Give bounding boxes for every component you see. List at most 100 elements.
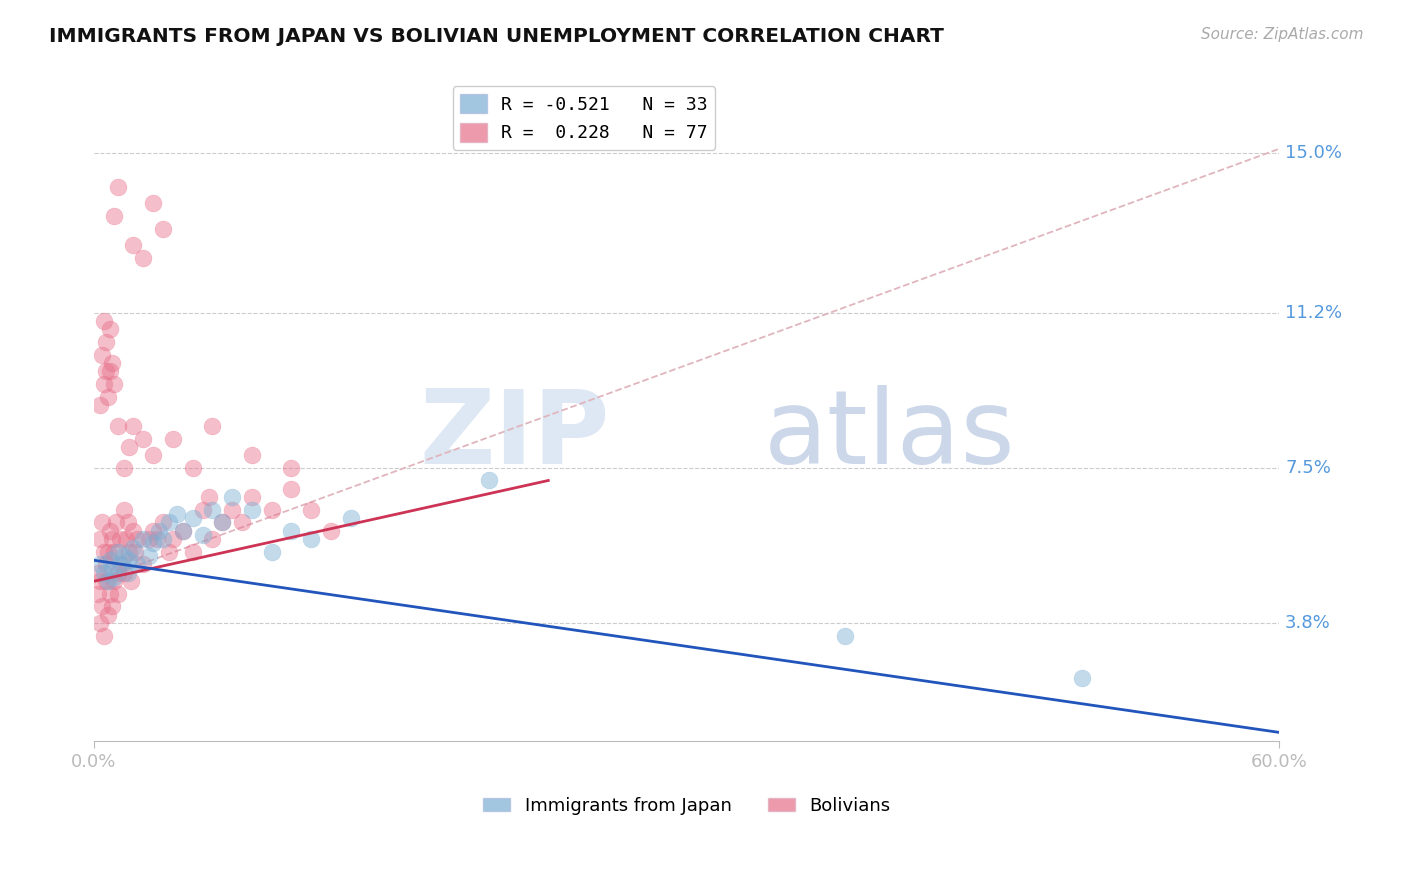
Point bbox=[87, 587, 110, 601]
Text: 11.2%: 11.2% bbox=[1285, 303, 1343, 321]
Point bbox=[152, 533, 174, 547]
Point bbox=[152, 516, 174, 530]
Point bbox=[98, 524, 121, 538]
Point bbox=[93, 376, 115, 391]
Point bbox=[162, 432, 184, 446]
Text: 15.0%: 15.0% bbox=[1285, 144, 1343, 162]
Point bbox=[89, 558, 111, 572]
Legend: Immigrants from Japan, Bolivians: Immigrants from Japan, Bolivians bbox=[475, 789, 897, 822]
Point bbox=[138, 549, 160, 563]
Point bbox=[108, 533, 131, 547]
Point bbox=[211, 516, 233, 530]
Point bbox=[260, 503, 283, 517]
Point bbox=[181, 461, 204, 475]
Point bbox=[191, 528, 214, 542]
Point bbox=[191, 503, 214, 517]
Point bbox=[122, 541, 145, 555]
Point bbox=[97, 390, 120, 404]
Point bbox=[127, 558, 149, 572]
Point bbox=[260, 545, 283, 559]
Point bbox=[132, 558, 155, 572]
Point bbox=[162, 533, 184, 547]
Point bbox=[90, 599, 112, 614]
Point bbox=[1070, 671, 1092, 685]
Point bbox=[90, 516, 112, 530]
Point bbox=[93, 314, 115, 328]
Point bbox=[112, 549, 135, 563]
Point bbox=[478, 474, 501, 488]
Point bbox=[157, 516, 180, 530]
Point bbox=[89, 574, 111, 589]
Point bbox=[172, 524, 194, 538]
Point bbox=[108, 558, 131, 572]
Point bbox=[231, 516, 253, 530]
Point bbox=[94, 574, 117, 589]
Text: IMMIGRANTS FROM JAPAN VS BOLIVIAN UNEMPLOYMENT CORRELATION CHART: IMMIGRANTS FROM JAPAN VS BOLIVIAN UNEMPL… bbox=[49, 27, 943, 45]
Point bbox=[240, 503, 263, 517]
Point bbox=[142, 196, 165, 211]
Point bbox=[100, 562, 122, 576]
Point bbox=[103, 376, 125, 391]
Point bbox=[240, 448, 263, 462]
Point bbox=[834, 629, 856, 643]
Point bbox=[240, 490, 263, 504]
Point bbox=[124, 545, 146, 559]
Point bbox=[112, 461, 135, 475]
Point bbox=[103, 574, 125, 589]
Point bbox=[98, 364, 121, 378]
Point bbox=[94, 334, 117, 349]
Point bbox=[122, 238, 145, 252]
Point bbox=[181, 545, 204, 559]
Point bbox=[89, 398, 111, 412]
Point bbox=[152, 221, 174, 235]
Point bbox=[118, 440, 141, 454]
Point bbox=[107, 587, 129, 601]
Point bbox=[280, 524, 302, 538]
Point bbox=[118, 553, 141, 567]
Point bbox=[201, 418, 224, 433]
Point bbox=[280, 482, 302, 496]
Point bbox=[107, 179, 129, 194]
Point bbox=[110, 558, 132, 572]
Point bbox=[166, 507, 188, 521]
Point bbox=[97, 607, 120, 622]
Point bbox=[107, 418, 129, 433]
Point bbox=[221, 490, 243, 504]
Point bbox=[117, 566, 139, 580]
Point bbox=[132, 533, 155, 547]
Point bbox=[93, 629, 115, 643]
Point bbox=[201, 533, 224, 547]
Point bbox=[94, 558, 117, 572]
Point bbox=[299, 533, 322, 547]
Point bbox=[98, 322, 121, 336]
Point bbox=[299, 503, 322, 517]
Point bbox=[157, 545, 180, 559]
Point bbox=[146, 533, 169, 547]
Point bbox=[98, 553, 121, 567]
Point bbox=[121, 574, 143, 589]
Point bbox=[132, 251, 155, 265]
Point bbox=[104, 516, 127, 530]
Point bbox=[197, 490, 219, 504]
Text: ZIP: ZIP bbox=[419, 385, 610, 486]
Point bbox=[100, 533, 122, 547]
Point bbox=[112, 503, 135, 517]
Point bbox=[112, 566, 135, 580]
Point bbox=[103, 570, 125, 584]
Point bbox=[319, 524, 342, 538]
Point bbox=[172, 524, 194, 538]
Point bbox=[114, 533, 136, 547]
Point bbox=[93, 566, 115, 580]
Point bbox=[127, 533, 149, 547]
Point bbox=[142, 536, 165, 550]
Point bbox=[107, 545, 129, 559]
Point bbox=[100, 356, 122, 370]
Point bbox=[98, 587, 121, 601]
Point bbox=[339, 511, 361, 525]
Point bbox=[138, 533, 160, 547]
Point bbox=[103, 545, 125, 559]
Point bbox=[89, 533, 111, 547]
Point bbox=[132, 432, 155, 446]
Text: 7.5%: 7.5% bbox=[1285, 458, 1331, 477]
Point bbox=[221, 503, 243, 517]
